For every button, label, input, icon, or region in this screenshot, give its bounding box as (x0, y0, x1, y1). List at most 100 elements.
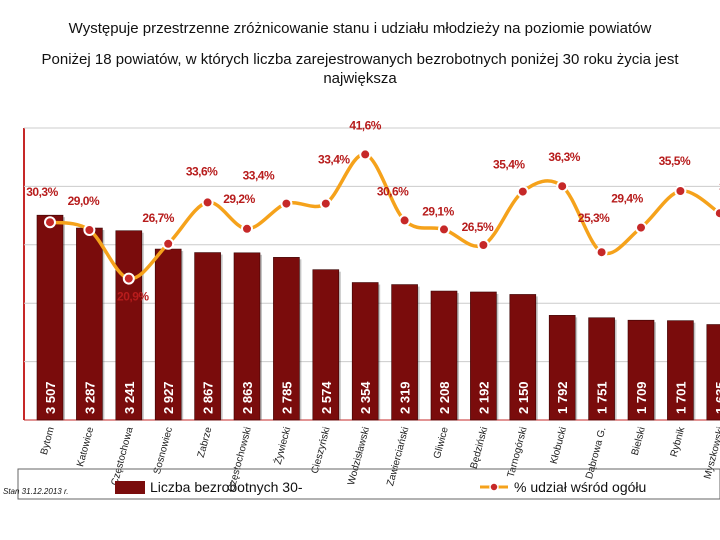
bar-value-label: 2 192 (476, 381, 491, 414)
bar (470, 291, 497, 421)
legend-line-label: % udział wśród ogółu (514, 479, 647, 495)
percent-label: 29,4% (611, 192, 643, 206)
line-marker (201, 196, 214, 209)
percent-label: 33,4% (318, 153, 350, 167)
line-marker (280, 197, 293, 210)
bar-value-label: 2 208 (437, 381, 452, 414)
percent-label: 29,2% (223, 192, 255, 206)
percent-label: 30,6% (377, 184, 409, 198)
category-label: Katowice (75, 426, 96, 468)
bar-value-label: 1 751 (595, 381, 610, 414)
line-marker (556, 180, 569, 193)
line-marker (44, 216, 56, 229)
bar-value-label: 2 867 (201, 381, 216, 414)
category-label: Rybnik (669, 425, 688, 458)
legend-line-marker (489, 482, 499, 492)
bar-value-label: 1 635 (713, 381, 720, 414)
bar (391, 284, 418, 421)
category-label: Cieszyński (310, 426, 333, 475)
category-label: Myszkowski (702, 426, 720, 480)
chart-title: Występuje przestrzenne zróżnicowanie sta… (68, 20, 652, 37)
line-marker (477, 239, 490, 251)
bar-value-label: 2 927 (161, 381, 176, 414)
percent-label: 35,5% (659, 154, 691, 168)
percent-label: 25,3% (578, 211, 610, 225)
bar (548, 315, 576, 421)
category-label: Bytom (39, 426, 57, 456)
category-label: Bielski (630, 426, 648, 457)
bar (273, 257, 300, 421)
legend-bar-label: Liczba bezrobotnych 30- (150, 479, 303, 495)
bar-value-label: 2 785 (279, 381, 294, 414)
category-label: Wodzisławski (346, 426, 372, 487)
line-marker (713, 207, 720, 220)
percent-label: 29,1% (422, 204, 454, 218)
line-series (44, 148, 720, 285)
line-marker (635, 221, 647, 234)
line-marker (359, 148, 372, 161)
chart-subtitle: Poniżej 18 powiatów, w których liczba za… (41, 51, 679, 87)
bar-value-label: 2 354 (358, 381, 373, 414)
category-label: Gliwice (432, 426, 451, 460)
bar (351, 282, 379, 421)
percent-label: 33,6% (186, 164, 218, 178)
category-label: Dąbrowa G. (584, 426, 608, 480)
line-marker (516, 185, 529, 198)
bar-value-label: 2 574 (319, 381, 334, 414)
bar-value-label: 3 287 (82, 381, 97, 414)
percent-label: 33,4% (243, 169, 275, 183)
bar-series (36, 214, 720, 421)
bar (154, 248, 182, 421)
bar (627, 319, 655, 421)
category-label: Żywiecki (271, 425, 293, 465)
bar (76, 227, 103, 421)
bar-value-label: 3 507 (43, 381, 58, 414)
percent-label: 41,6% (349, 118, 381, 132)
bar (509, 294, 537, 421)
percent-label: 20,9% (117, 290, 149, 304)
line-marker (595, 246, 608, 259)
percent-label: 30,3% (26, 185, 58, 199)
category-label: Będziński (469, 426, 491, 470)
category-label: Tarnogórski (506, 426, 530, 479)
percent-label: 29,0% (68, 194, 100, 208)
line-marker (398, 214, 411, 227)
bar-value-label: 1 709 (634, 381, 649, 414)
percent-labels: 30,3% 29,0% 20,9% 26,7% 33,6% 29,2% 33,4% 33,4%… (26, 118, 720, 303)
percent-label: 26,5% (462, 220, 494, 234)
percent-label: 35,4% (493, 158, 525, 172)
bar (430, 290, 458, 421)
bar (115, 230, 143, 421)
bar-value-label: 2 150 (516, 381, 531, 414)
line-marker (83, 224, 96, 236)
category-label: Kłobucki (549, 426, 569, 465)
bar-value-labels: 3 507 3 287 3 241 2 927 2 867 2 863 2 785 2 574… (43, 381, 720, 414)
bar-value-label: 1 792 (555, 381, 570, 414)
percent-label: 26,7% (142, 211, 174, 225)
line-marker (438, 223, 450, 236)
bar (233, 252, 261, 421)
category-label: Częstochowa (110, 426, 136, 487)
line-marker (162, 237, 175, 250)
line-marker (319, 197, 332, 210)
category-label: Sosnowiec (152, 426, 175, 476)
line-marker (122, 272, 135, 285)
bar-value-label: 1 701 (673, 381, 688, 414)
bar (194, 252, 221, 421)
legend-frame (17, 468, 720, 500)
percent-label: 36,3% (548, 150, 580, 164)
category-label: Zawierciański (385, 426, 411, 487)
date-note: Stan 31.12.2013 r. (3, 487, 69, 496)
bar (36, 214, 64, 421)
bar (588, 317, 615, 421)
bar-value-label: 2 319 (398, 381, 413, 414)
bar (667, 320, 694, 421)
line-marker (241, 222, 253, 235)
bar-value-label: 2 863 (240, 381, 255, 414)
category-label: Zabrze (196, 426, 215, 459)
line-marker (674, 185, 687, 197)
bar (312, 269, 340, 421)
bar-value-label: 3 241 (122, 381, 137, 414)
legend-bar-swatch (115, 481, 145, 494)
